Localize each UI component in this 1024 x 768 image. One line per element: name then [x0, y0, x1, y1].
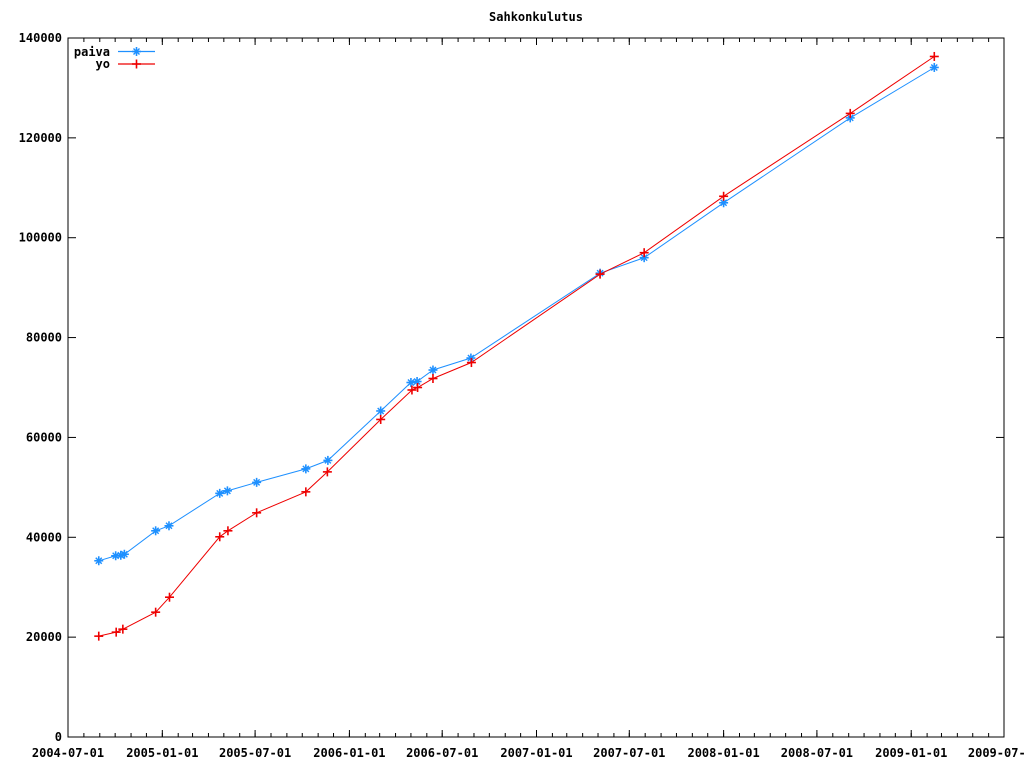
plot-border — [67, 37, 1005, 738]
series-paiva-marker — [253, 478, 261, 486]
series-paiva-marker — [120, 550, 128, 558]
x-tick-label: 2009-07-01 — [968, 746, 1024, 760]
series-paiva-marker — [413, 378, 421, 386]
series-yo-line — [98, 56, 935, 637]
series-paiva-marker — [640, 254, 648, 262]
y-tick-label: 60000 — [26, 430, 62, 444]
series-paiva-marker — [95, 557, 103, 565]
x-tick-label: 2008-01-01 — [687, 746, 759, 760]
series-paiva-marker — [216, 489, 224, 497]
series-paiva-marker — [720, 199, 728, 207]
chart-title: Sahkonkulutus — [489, 10, 583, 24]
series-paiva-line — [98, 67, 935, 562]
x-tick-label: 2006-07-01 — [406, 746, 478, 760]
series-paiva-marker — [165, 522, 173, 530]
legend-marker-paiva — [133, 48, 140, 55]
legend-label-yo: yo — [95, 57, 110, 71]
x-tick-label: 2005-07-01 — [219, 746, 291, 760]
y-tick-label: 140000 — [19, 31, 62, 45]
series-paiva-marker — [112, 552, 120, 560]
series-paiva-marker — [930, 63, 938, 71]
series-paiva-marker — [407, 379, 415, 387]
y-tick-label: 20000 — [26, 630, 62, 644]
x-tick-label: 2007-01-01 — [500, 746, 572, 760]
x-tick-label: 2004-07-01 — [32, 746, 104, 760]
x-tick-label: 2009-01-01 — [875, 746, 947, 760]
series-paiva-marker — [223, 487, 231, 495]
series-paiva-marker — [324, 456, 332, 464]
y-tick-label: 100000 — [19, 231, 62, 245]
series-paiva-marker — [429, 366, 437, 374]
y-tick-label: 120000 — [19, 131, 62, 145]
series-paiva-marker — [152, 527, 160, 535]
y-tick-label: 80000 — [26, 331, 62, 345]
legend-label-paiva: paiva — [73, 45, 110, 59]
y-tick-label: 40000 — [26, 530, 62, 544]
series-paiva-marker — [302, 465, 310, 473]
y-tick-label: 0 — [55, 730, 62, 744]
x-tick-label: 2005-01-01 — [126, 746, 198, 760]
x-tick-label: 2008-07-01 — [781, 746, 853, 760]
x-tick-label: 2006-01-01 — [313, 746, 385, 760]
series-paiva-marker — [377, 407, 385, 415]
x-tick-label: 2007-07-01 — [593, 746, 665, 760]
